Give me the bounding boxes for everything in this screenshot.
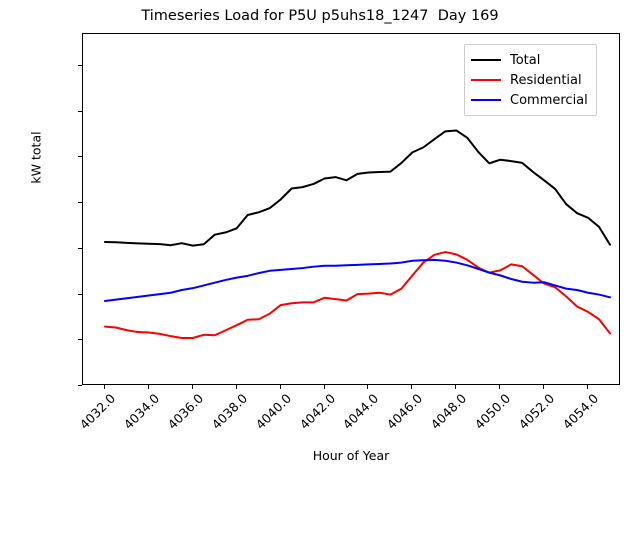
series-line-residential	[103, 251, 612, 339]
x-tick-mark	[103, 385, 105, 389]
legend-item-total: Total	[471, 50, 588, 70]
x-tick-mark	[587, 385, 589, 389]
legend-swatch-total	[471, 59, 501, 61]
y-tick-mark	[78, 339, 82, 341]
x-tick-mark	[279, 385, 281, 389]
y-tick-mark	[78, 202, 82, 204]
chart-figure: Timeseries Load for P5U p5uhs18_1247 Day…	[28, 8, 620, 463]
y-axis-label: kW total	[28, 131, 44, 184]
x-tick-mark	[191, 385, 193, 389]
x-tick-mark	[543, 385, 545, 389]
x-tick-mark	[411, 385, 413, 389]
y-tick-mark	[78, 156, 82, 158]
legend-item-residential: Residential	[471, 70, 588, 90]
x-tick-mark	[367, 385, 369, 389]
legend-swatch-residential	[471, 79, 501, 81]
legend-item-commercial: Commercial	[471, 90, 588, 110]
legend-swatch-commercial	[471, 99, 501, 101]
y-tick-mark	[78, 65, 82, 66]
x-tick-mark	[147, 385, 149, 389]
x-axis-label: Hour of Year	[312, 448, 390, 463]
x-tick-mark	[235, 385, 237, 389]
chart-title: Timeseries Load for P5U p5uhs18_1247 Day…	[141, 8, 499, 24]
y-tick-mark	[78, 247, 82, 249]
legend-label: Commercial	[510, 92, 588, 108]
x-tick-mark	[499, 385, 501, 389]
y-tick-mark	[78, 385, 82, 386]
y-tick-mark	[78, 110, 82, 112]
legend-label: Residential	[510, 72, 582, 88]
y-tick-mark	[78, 293, 82, 295]
plot-lines	[103, 129, 612, 339]
series-line-commercial	[103, 258, 612, 302]
x-tick-mark	[455, 385, 457, 389]
x-tick-mark	[323, 385, 325, 389]
series-line-total	[103, 129, 612, 247]
x-tick-label: 4032.0	[76, 390, 119, 433]
legend-label: Total	[510, 52, 541, 68]
chart-legend: Total Residential Commercial	[464, 44, 597, 116]
